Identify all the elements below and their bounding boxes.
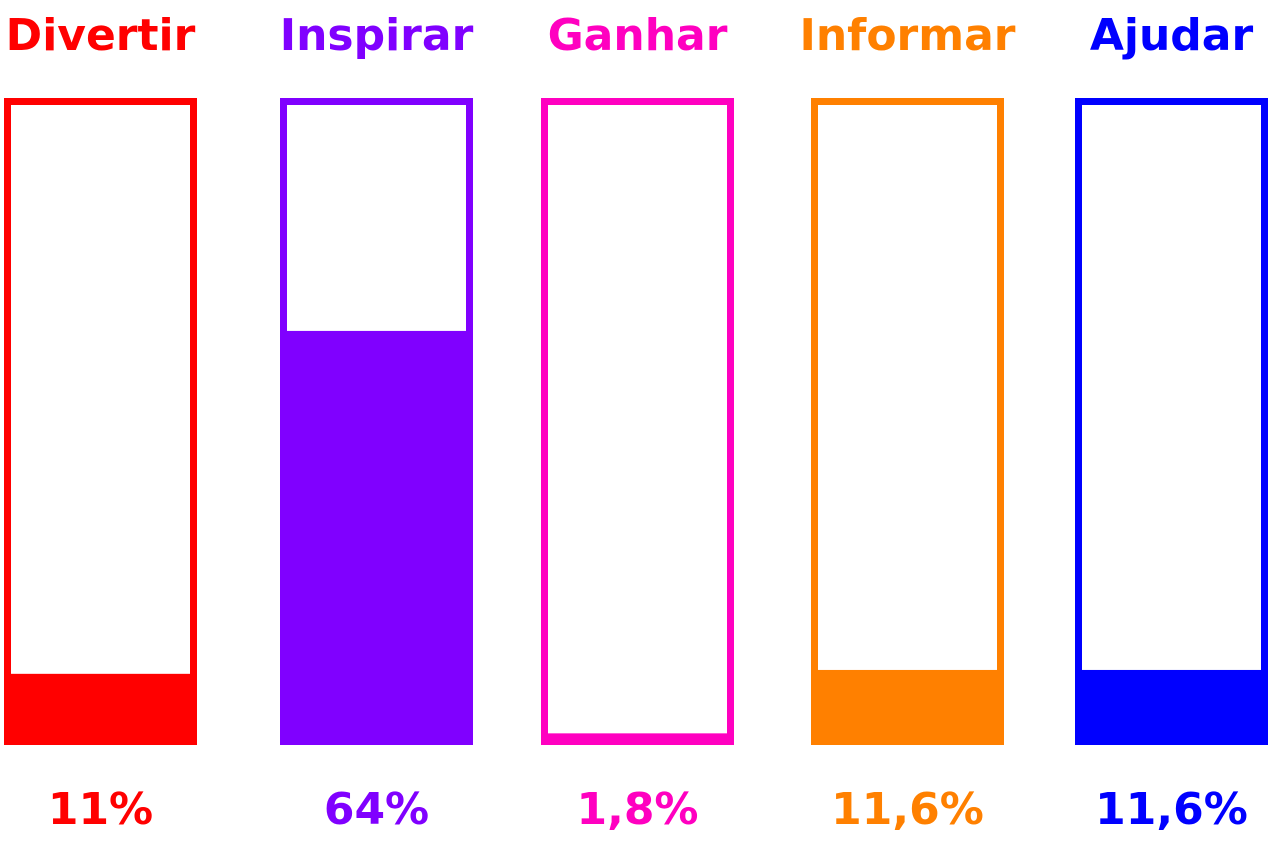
value-label: 11,6%: [1095, 784, 1248, 835]
bar: [4, 673, 197, 745]
bar: [1075, 669, 1268, 745]
bar-frame: [541, 98, 734, 745]
category-label: Inspirar: [280, 10, 474, 61]
bar: [811, 669, 1004, 745]
category-label: Ganhar: [548, 10, 728, 61]
bar: [280, 330, 473, 745]
bar-frame: [811, 98, 1004, 745]
value-label: 64%: [324, 784, 429, 835]
bar-frame: [1075, 98, 1268, 745]
value-label: 1,8%: [576, 784, 698, 835]
category-label: Divertir: [6, 10, 196, 61]
value-label: 11%: [48, 784, 153, 835]
value-label: 11,6%: [831, 784, 984, 835]
bar-frame: [4, 98, 197, 745]
bar: [541, 733, 734, 745]
category-label: Informar: [799, 10, 1015, 61]
category-label: Ajudar: [1090, 10, 1254, 61]
